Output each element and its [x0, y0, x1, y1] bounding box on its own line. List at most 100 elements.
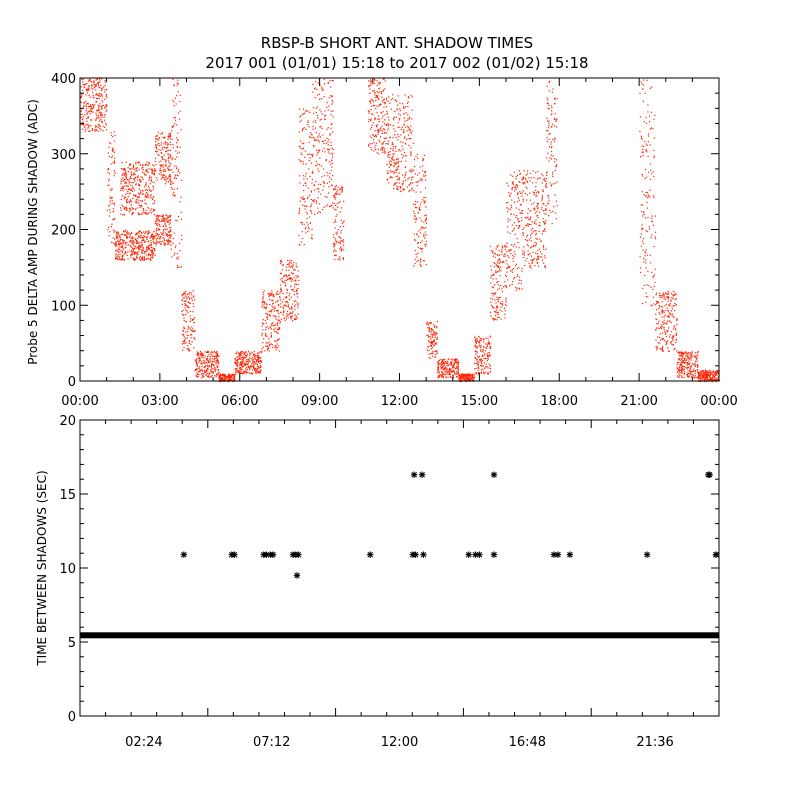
data-point: [304, 228, 307, 230]
data-point: [527, 181, 529, 183]
data-point: [290, 280, 292, 282]
data-point: [118, 257, 121, 259]
data-point: [545, 186, 547, 188]
data-point: [339, 226, 341, 228]
data-point: [189, 334, 192, 336]
data-point: [195, 374, 197, 376]
data-point: [160, 232, 162, 234]
data-point: [270, 293, 272, 295]
data-point: [254, 367, 256, 370]
data-point: [329, 205, 331, 208]
data-point: [317, 115, 319, 117]
data-point: [82, 89, 84, 91]
data-point: [151, 181, 153, 183]
data-point: [508, 266, 511, 268]
data-point: [521, 179, 523, 181]
data-point: [193, 318, 195, 320]
data-point: [477, 365, 479, 367]
data-point: [450, 363, 452, 365]
data-point: [441, 364, 443, 366]
data-point: [145, 236, 147, 238]
data-point: [131, 187, 133, 189]
data-point: [312, 172, 314, 174]
data-point: [330, 170, 332, 172]
data-point: [168, 176, 170, 178]
data-point: [135, 168, 137, 170]
data-point: [181, 234, 183, 236]
data-point: [169, 234, 171, 237]
data-point: [145, 184, 147, 186]
data-point: [85, 89, 87, 91]
data-point: [373, 150, 375, 152]
data-point: [170, 234, 172, 236]
data-point: [406, 119, 408, 121]
data-point: [121, 162, 123, 164]
data-point: [82, 79, 84, 81]
data-point: [151, 234, 153, 236]
data-point: [185, 295, 187, 297]
data-point: [153, 168, 156, 170]
data-point: [216, 365, 218, 367]
data-point: [272, 324, 274, 326]
data-point: [125, 200, 127, 202]
data-point: [434, 355, 436, 358]
data-point: [116, 245, 118, 247]
data-point: [291, 308, 293, 310]
data-point: [124, 178, 126, 180]
data-point: [495, 311, 497, 313]
data-point: [245, 364, 247, 367]
data-point: [86, 117, 88, 119]
data-point: [476, 338, 478, 340]
data-point: [111, 241, 113, 243]
data-point: [487, 354, 489, 356]
data-point: [545, 219, 547, 222]
data-point: [381, 132, 384, 135]
data-point: [117, 233, 119, 235]
data-point: [305, 173, 307, 175]
data-point: [214, 375, 216, 377]
data-point: [168, 231, 170, 233]
data-point: [150, 253, 152, 256]
data-point: [419, 166, 421, 168]
data-point: [479, 359, 481, 361]
data-point: [384, 129, 386, 131]
data-point: [447, 376, 449, 378]
data-point: [239, 353, 241, 355]
data-point: [306, 205, 308, 207]
data-point: [550, 147, 552, 149]
data-point: [280, 278, 282, 280]
data-point: [140, 200, 142, 202]
data-point: [501, 304, 504, 306]
data-point: [544, 265, 546, 268]
data-point: [126, 199, 128, 201]
data-point: [279, 327, 281, 329]
data-point: [217, 355, 219, 357]
data-point: [285, 269, 287, 271]
data-point: [372, 122, 374, 124]
data-point: [396, 108, 398, 110]
data-point: [291, 289, 293, 291]
data-point: [439, 375, 441, 377]
data-point: [80, 97, 82, 99]
data-point: [522, 198, 524, 201]
data-point: [296, 283, 298, 285]
data-point: [530, 229, 533, 231]
data-point: [291, 318, 293, 320]
data-point: [377, 115, 380, 117]
data-point: [442, 358, 444, 361]
data-point: [384, 114, 386, 116]
data-point: [395, 169, 398, 171]
data-point: [131, 242, 134, 244]
data-point: [167, 235, 169, 237]
data-point: [133, 249, 135, 251]
data-point: [542, 245, 544, 247]
data-point: [377, 95, 379, 97]
data-point: [651, 173, 653, 175]
data-point: [239, 358, 241, 360]
data-point: [246, 362, 248, 364]
data-point: [538, 255, 540, 257]
data-point: [513, 186, 515, 188]
data-point: [259, 366, 261, 368]
data-point: [155, 227, 158, 229]
data-point: [163, 220, 166, 222]
